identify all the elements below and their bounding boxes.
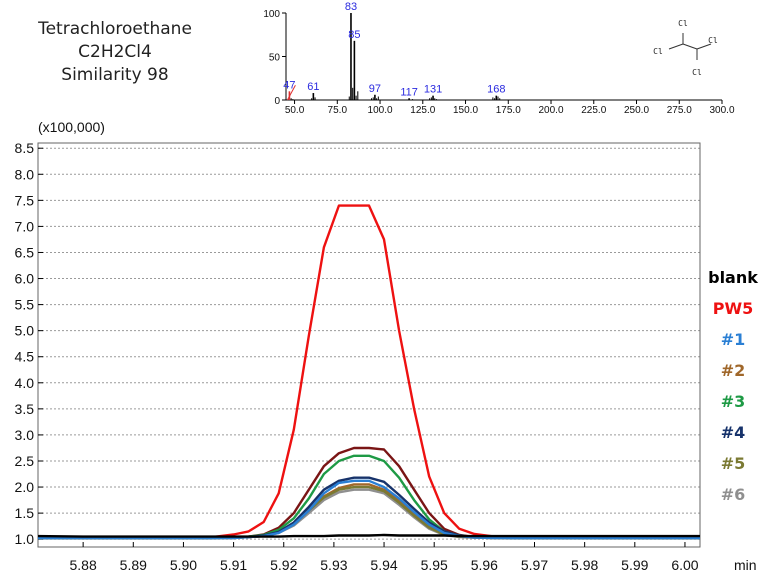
ms-x-tick-label: 100.0 <box>368 105 393 116</box>
y-tick-label: 1.5 <box>15 505 35 521</box>
ms-peak-label: 61 <box>307 81 319 93</box>
ms-peak-label: 47 <box>283 79 295 91</box>
x-tick-label: 5.90 <box>170 557 197 573</box>
chromatogram-frame <box>37 142 701 548</box>
structure-bond <box>668 43 684 50</box>
ms-x-tick-label: 300.0 <box>709 105 734 116</box>
y-tick-label: 8.5 <box>15 140 35 156</box>
y-tick-label: 7.0 <box>15 218 35 234</box>
y-tick-label: 3.5 <box>15 401 35 417</box>
ms-x-tick-label: 75.0 <box>328 105 348 116</box>
chromatogram-y-ticks: 1.0 1.5 2.0 2.5 3.0 3.5 4.0 4.5 5.0 5.5 6.0 6.5 7.0 7… <box>15 140 43 547</box>
series-line-2 <box>38 483 700 540</box>
x-tick-label: 6.00 <box>671 557 698 573</box>
ms-peak-label: 97 <box>369 83 381 95</box>
mass-spectrum-chart: 50.0 75.0 100.0 125.0 150.0 175.0 200.0 225.0 25… <box>263 1 735 116</box>
y-tick-label: 3.0 <box>15 427 35 443</box>
chromatogram-series <box>37 204 700 540</box>
x-tick-label: 5.95 <box>421 557 448 573</box>
legend-entry: blank <box>708 268 758 287</box>
x-unit-label: min <box>734 557 757 573</box>
y-scale-label: (x100,000) <box>38 119 105 135</box>
x-tick-label: 5.98 <box>571 557 598 573</box>
y-tick-label: 2.0 <box>15 479 35 495</box>
x-tick-label: 5.97 <box>521 557 548 573</box>
structure-bond <box>682 43 698 50</box>
ms-peak-label: 117 <box>400 86 418 98</box>
series-line-3 <box>38 454 700 540</box>
ms-x-tick-label: 50.0 <box>285 105 305 116</box>
ms-peak-label: 83 <box>345 1 357 13</box>
x-tick-label: 5.89 <box>120 557 147 573</box>
series-line-1 <box>38 479 700 540</box>
structure-bond <box>696 43 712 50</box>
ms-peak-label: 131 <box>424 84 442 96</box>
compound-info: Tetrachloroethane C2H2Cl4 Similarity 98 <box>0 18 230 87</box>
y-tick-label: 5.5 <box>15 297 35 313</box>
x-tick-label: 5.99 <box>621 557 648 573</box>
series-line-unlabeled <box>38 446 700 540</box>
compound-formula: C2H2Cl4 <box>78 42 152 62</box>
legend-entry: #4 <box>721 423 746 442</box>
ms-marker <box>286 85 296 101</box>
mass-spectrum-ticks: 50.0 75.0 100.0 125.0 150.0 175.0 200.0 225.0 25… <box>263 9 735 116</box>
x-tick-label: 5.88 <box>70 557 97 573</box>
ms-peak-label: 168 <box>487 84 505 96</box>
ms-x-tick-label: 250.0 <box>624 105 649 116</box>
molecule-structure: Cl Cl Cl Cl <box>653 19 718 77</box>
y-tick-label: 4.5 <box>15 349 35 365</box>
mass-spectrum-peak-labels: 47 61 83 85 97 117 131 168 <box>283 1 505 98</box>
ms-y-tick-label: 0 <box>274 96 280 107</box>
y-tick-label: 8.0 <box>15 166 35 182</box>
series-line-6 <box>38 488 700 540</box>
ms-x-tick-label: 150.0 <box>453 105 478 116</box>
mass-spectrum-bars <box>286 13 501 101</box>
ms-x-tick-label: 125.0 <box>410 105 435 116</box>
ms-y-tick-label: 100 <box>263 9 280 20</box>
legend-entry: #5 <box>721 454 746 473</box>
legend-entry: #6 <box>721 485 746 504</box>
legend-entry: #2 <box>721 361 746 380</box>
similarity-score: Similarity 98 <box>61 65 169 85</box>
y-tick-label: 7.5 <box>15 192 35 208</box>
ms-x-tick-label: 275.0 <box>667 105 692 116</box>
ms-peak-label: 85 <box>348 29 360 41</box>
x-tick-label: 5.91 <box>220 557 247 573</box>
chromatogram-x-ticks: 5.88 5.89 5.90 5.91 5.92 5.93 5.94 5.95 5.96 5.97… <box>70 542 699 573</box>
y-tick-label: 1.0 <box>15 531 35 547</box>
ms-y-tick-label: 50 <box>269 53 281 64</box>
y-tick-label: 6.0 <box>15 271 35 287</box>
structure-atom: Cl <box>708 36 718 45</box>
x-tick-label: 5.92 <box>270 557 297 573</box>
series-line-blank <box>37 533 700 538</box>
series-line-5 <box>38 485 700 540</box>
ms-x-tick-label: 225.0 <box>581 105 606 116</box>
legend-entry: #3 <box>721 392 746 411</box>
y-tick-label: 6.5 <box>15 244 35 260</box>
y-tick-label: 4.0 <box>15 375 35 391</box>
plot-frame <box>37 142 701 548</box>
structure-atom: Cl <box>653 47 663 56</box>
ms-x-tick-label: 175.0 <box>496 105 521 116</box>
structure-atom: Cl <box>678 19 688 28</box>
legend-entry: PW5 <box>713 299 754 318</box>
legend-entry: #1 <box>721 330 746 349</box>
compound-name: Tetrachloroethane <box>38 19 192 39</box>
x-tick-label: 5.94 <box>370 557 397 573</box>
y-tick-label: 2.5 <box>15 453 35 469</box>
y-tick-label: 5.0 <box>15 323 35 339</box>
ms-x-tick-label: 200.0 <box>539 105 564 116</box>
structure-atom: Cl <box>692 68 702 77</box>
x-tick-label: 5.93 <box>320 557 347 573</box>
chromatogram-legend: blank PW5 #1 #2 #3 #4 #5 #6 <box>708 268 758 504</box>
x-tick-label: 5.96 <box>471 557 498 573</box>
